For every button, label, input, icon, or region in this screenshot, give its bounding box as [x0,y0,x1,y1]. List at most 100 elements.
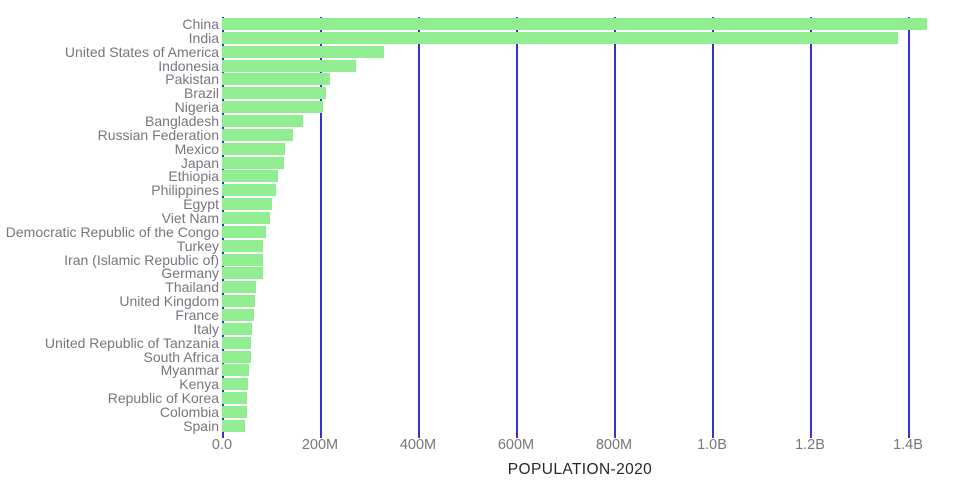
country-label: Viet Nam [0,211,222,225]
bars-layer: China India United States of America Indone… [0,17,938,433]
country-label-text: Kenya [179,376,219,393]
bar-row: Kenya [0,377,938,391]
country-label-text: Turkey [176,237,219,254]
x-tick-label: 1.2B [795,437,825,453]
country-label: Republic of Korea [0,391,222,405]
country-label: Russian Federation [0,128,222,142]
x-tick-label: 200M [301,437,339,453]
country-label: United States of America [0,45,222,59]
country-label-text: Brazil [183,85,219,102]
country-label: Spain [0,419,222,433]
population-bar [222,17,928,30]
bar-row: Germany [0,266,938,280]
population-bar [222,142,286,155]
population-bar [222,156,284,169]
bar-row: France [0,308,938,322]
country-label-text: Italy [193,320,219,337]
bar-row: Myanmar [0,363,938,377]
country-label: Indonesia [0,59,222,73]
population-bar [222,364,249,377]
population-bar [222,308,254,321]
x-tick-label: 0.0 [211,437,233,453]
population-bar [222,128,294,141]
country-label-text: Republic of Korea [107,390,219,407]
population-bar [222,295,256,308]
bar-row: Italy [0,322,938,336]
bar-row: Nigeria [0,100,938,114]
x-tick-label: 1.4B [893,437,923,453]
country-label: China [0,17,222,31]
country-label-text: Germany [161,265,219,282]
bar-row: Egypt [0,197,938,211]
country-label-text: Russian Federation [97,126,219,143]
population-bar [222,59,356,72]
country-label-text: Philippines [151,182,219,199]
country-label: Iran (Islamic Republic of) [0,253,222,267]
country-label-text: South Africa [143,348,220,365]
population-bar [222,225,266,238]
country-label-text: Mexico [174,140,219,157]
population-bar [222,378,249,391]
population-bar [222,114,303,127]
population-bar [222,267,264,280]
gridline [712,17,714,438]
population-bar [222,350,252,363]
population-bar [222,31,899,44]
country-label: United Kingdom [0,294,222,308]
bar-row: Pakistan [0,72,938,86]
bar-row: China [0,17,938,31]
country-label: Germany [0,266,222,280]
x-tick-label: 400M [399,437,437,453]
population-bar [222,281,257,294]
country-label: Myanmar [0,363,222,377]
bar-row: South Africa [0,350,938,364]
bar-row: Mexico [0,142,938,156]
population-bar [222,419,245,432]
country-label: Egypt [0,197,222,211]
population-bar [222,211,270,224]
bar-row: Colombia [0,405,938,419]
country-label: Turkey [0,239,222,253]
bar-row: Viet Nam [0,211,938,225]
country-label: Nigeria [0,100,222,114]
country-label-text: United States of America [64,43,219,60]
country-label-text: Ethiopia [168,168,219,185]
country-label-text: Japan [180,154,219,171]
country-label-text: Pakistan [165,71,219,88]
population-bar [222,198,273,211]
bar-row: Brazil [0,86,938,100]
country-label-text: Iran (Islamic Republic of) [64,251,219,268]
population-bar [222,184,276,197]
country-label: Philippines [0,183,222,197]
population-bar [222,336,252,349]
country-label-text: Thailand [165,279,219,296]
bar-row: Republic of Korea [0,391,938,405]
country-label-text: United Republic of Tanzania [44,334,219,351]
country-label-text: Bangladesh [145,112,219,129]
country-label: South Africa [0,350,222,364]
country-label: Ethiopia [0,169,222,183]
population-bar [222,170,279,183]
country-label: Colombia [0,405,222,419]
country-label: Mexico [0,142,222,156]
country-label-text: India [188,29,219,46]
country-label-text: Democratic Republic of the Congo [5,223,219,240]
bar-row: Japan [0,156,938,170]
x-tick-label: 1.0B [697,437,727,453]
country-label: Pakistan [0,72,222,86]
country-label-text: China [182,15,219,32]
bar-row: Turkey [0,239,938,253]
country-label: Bangladesh [0,114,222,128]
country-label: India [0,31,222,45]
gridline [908,17,910,438]
population-bar [222,101,323,114]
bar-row: Philippines [0,183,938,197]
country-label: Japan [0,156,222,170]
bar-row: India [0,31,938,45]
country-label: United Republic of Tanzania [0,336,222,350]
gridline [418,17,420,438]
population-bar [222,405,247,418]
bar-row: Democratic Republic of the Congo [0,225,938,239]
x-axis-title: POPULATION-2020 [507,461,653,478]
